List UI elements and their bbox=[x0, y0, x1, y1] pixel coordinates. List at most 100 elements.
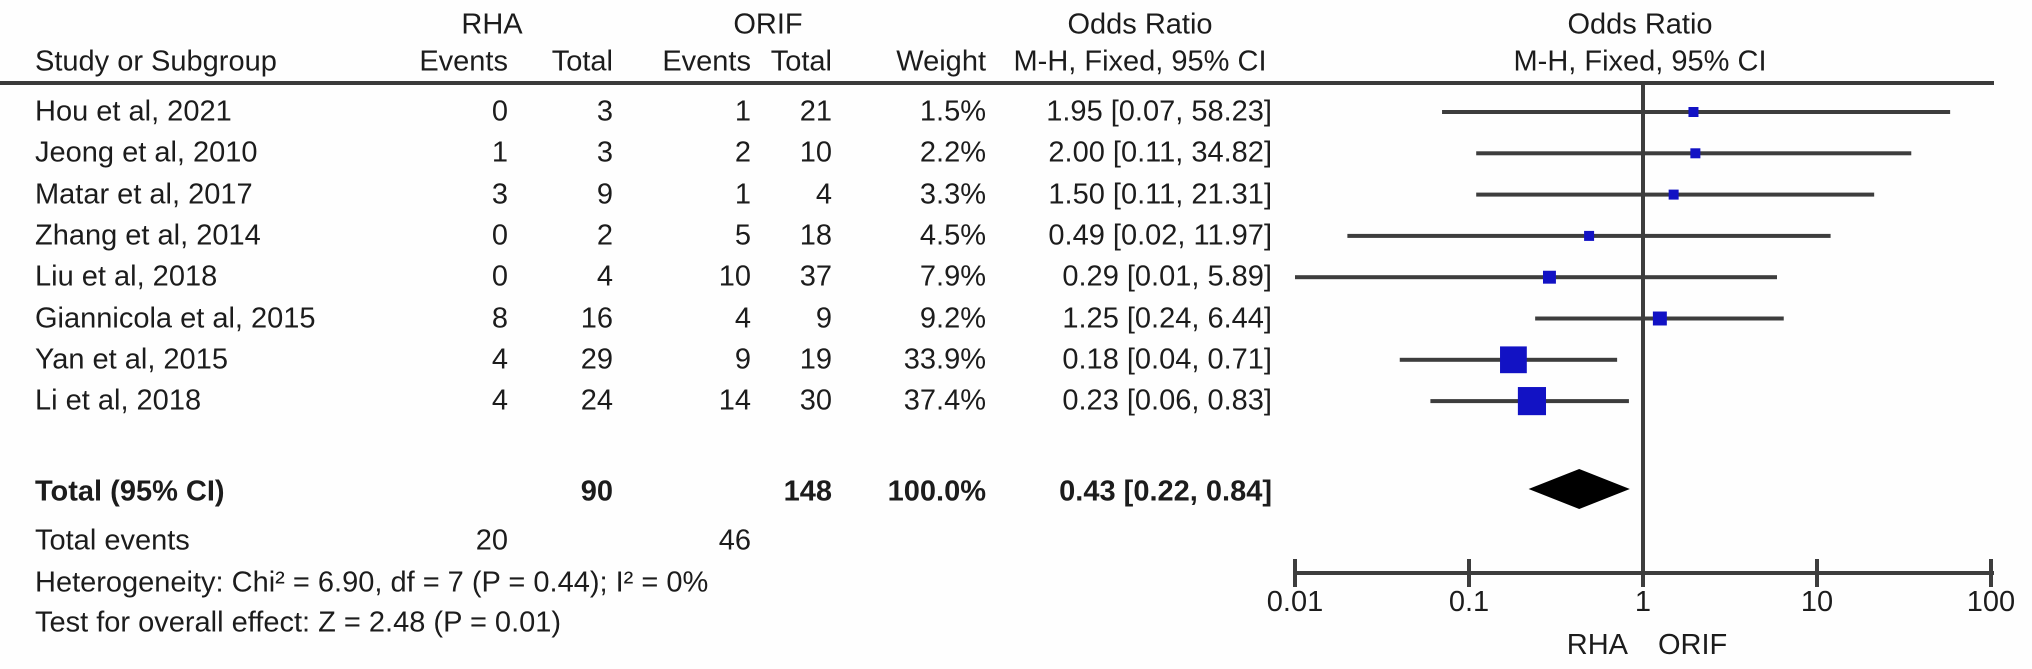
rha-total-cell: 2 bbox=[596, 219, 613, 252]
total-events-rha: 20 bbox=[475, 524, 508, 557]
orif-events-cell: 10 bbox=[718, 260, 751, 293]
total-rha-n: 90 bbox=[580, 475, 613, 508]
or-marker bbox=[1668, 189, 1679, 200]
total-weight: 100.0% bbox=[887, 475, 986, 508]
rha-events-cell: 0 bbox=[491, 260, 508, 293]
or-marker bbox=[1652, 311, 1667, 326]
total-or-ci: 0.43 [0.22, 0.84] bbox=[1059, 475, 1272, 508]
rha-total-header: Total bbox=[551, 45, 613, 78]
overall-effect-test: Test for overall effect: Z = 2.48 (P = 0… bbox=[35, 606, 562, 639]
orif-total-cell: 19 bbox=[799, 343, 832, 376]
or-marker bbox=[1584, 230, 1595, 241]
axis-tick bbox=[1293, 559, 1297, 587]
or-marker bbox=[1500, 346, 1527, 374]
or-ci-cell: 0.49 [0.02, 11.97] bbox=[1048, 219, 1272, 252]
orif-total-cell: 10 bbox=[799, 136, 832, 169]
axis-tick-label: 10 bbox=[1801, 586, 1833, 618]
total-events-orif: 46 bbox=[718, 524, 751, 557]
rha-events-cell: 3 bbox=[491, 178, 508, 211]
rha-events-cell: 8 bbox=[491, 302, 508, 334]
orif-events-cell: 1 bbox=[734, 178, 751, 211]
ci-line bbox=[1295, 275, 1777, 280]
orif-total-cell: 30 bbox=[799, 384, 832, 417]
axis-tick bbox=[1815, 559, 1819, 587]
favours-left-label: RHA bbox=[1567, 629, 1629, 661]
orif-events-cell: 5 bbox=[734, 219, 751, 252]
rha-total-cell: 3 bbox=[596, 136, 613, 169]
orif-events-cell: 4 bbox=[734, 302, 751, 334]
axis-tick bbox=[1641, 559, 1645, 587]
study-name-cell: Li et al, 2018 bbox=[35, 384, 202, 417]
rha-events-cell: 4 bbox=[491, 343, 508, 376]
study-name-cell: Matar et al, 2017 bbox=[35, 178, 253, 211]
weight-cell: 7.9% bbox=[919, 260, 986, 293]
or-marker bbox=[1688, 107, 1699, 117]
axis-tick bbox=[1989, 559, 1993, 587]
axis-tick-label: 1 bbox=[1635, 586, 1651, 618]
weight-cell: 9.2% bbox=[919, 302, 986, 334]
axis-tick-label: 0.1 bbox=[1449, 586, 1489, 618]
weight-cell: 4.5% bbox=[919, 219, 986, 252]
weight-column-header: Weight bbox=[896, 45, 986, 78]
study-name-cell: Giannicola et al, 2015 bbox=[35, 302, 316, 334]
rha-events-cell: 0 bbox=[491, 219, 508, 252]
or-ci-cell: 1.95 [0.07, 58.23] bbox=[1046, 95, 1272, 128]
rha-total-cell: 16 bbox=[580, 302, 613, 334]
favours-right-label: ORIF bbox=[1658, 629, 1727, 661]
rha-total-cell: 3 bbox=[596, 95, 613, 128]
orif-events-header: Events bbox=[662, 45, 751, 78]
axis-tick-label: 0.01 bbox=[1267, 586, 1323, 618]
orif-events-cell: 1 bbox=[734, 95, 751, 128]
orif-total-cell: 21 bbox=[799, 95, 832, 128]
or-ci-cell: 1.50 [0.11, 21.31] bbox=[1048, 178, 1272, 211]
orif-events-cell: 14 bbox=[718, 384, 751, 417]
rha-events-cell: 0 bbox=[491, 95, 508, 128]
rha-events-cell: 4 bbox=[491, 384, 508, 417]
or-marker bbox=[1517, 387, 1547, 416]
orif-total-cell: 18 bbox=[799, 219, 832, 252]
reference-line bbox=[1641, 85, 1645, 575]
total-orif-n: 148 bbox=[783, 475, 832, 508]
rha-total-cell: 9 bbox=[596, 178, 613, 211]
or-marker bbox=[1542, 270, 1556, 284]
or-ci-cell: 0.18 [0.04, 0.71] bbox=[1062, 343, 1272, 376]
total-label: Total (95% CI) bbox=[35, 475, 225, 508]
or-ci-cell: 2.00 [0.11, 34.82] bbox=[1048, 136, 1272, 169]
total-events-label: Total events bbox=[35, 524, 190, 557]
rha-total-cell: 24 bbox=[580, 384, 613, 417]
summary-diamond bbox=[1528, 469, 1630, 509]
weight-cell: 33.9% bbox=[903, 343, 986, 376]
plot-subtitle: M-H, Fixed, 95% CI bbox=[1513, 45, 1767, 78]
orif-total-cell: 37 bbox=[799, 260, 832, 293]
or-ci-cell: 1.25 [0.24, 6.44] bbox=[1062, 302, 1272, 334]
study-name-cell: Jeong et al, 2010 bbox=[35, 136, 258, 169]
weight-cell: 37.4% bbox=[903, 384, 986, 417]
rha-events-header: Events bbox=[419, 45, 508, 78]
group-orif-header: ORIF bbox=[733, 8, 803, 41]
rha-total-cell: 4 bbox=[596, 260, 613, 293]
or-ci-cell: 0.29 [0.01, 5.89] bbox=[1062, 260, 1272, 293]
or-marker bbox=[1690, 148, 1701, 159]
study-name-cell: Liu et al, 2018 bbox=[35, 260, 218, 293]
or-column-title: Odds Ratio bbox=[1067, 8, 1213, 41]
or-column-subtitle: M-H, Fixed, 95% CI bbox=[1013, 45, 1267, 78]
plot-title: Odds Ratio bbox=[1567, 8, 1713, 41]
weight-cell: 3.3% bbox=[919, 178, 986, 211]
weight-cell: 1.5% bbox=[919, 95, 986, 128]
study-name-cell: Yan et al, 2015 bbox=[35, 343, 228, 376]
study-name-cell: Zhang et al, 2014 bbox=[35, 219, 261, 252]
header-rule bbox=[0, 81, 1994, 85]
study-name-cell: Hou et al, 2021 bbox=[35, 95, 232, 128]
rha-events-cell: 1 bbox=[491, 136, 508, 169]
weight-cell: 2.2% bbox=[919, 136, 986, 169]
axis-tick bbox=[1467, 559, 1471, 587]
axis-tick-label: 100 bbox=[1967, 586, 2015, 618]
rha-total-cell: 29 bbox=[580, 343, 613, 376]
orif-total-header: Total bbox=[770, 45, 832, 78]
orif-total-cell: 9 bbox=[815, 302, 832, 334]
heterogeneity-stats: Heterogeneity: Chi² = 6.90, df = 7 (P = … bbox=[35, 566, 709, 599]
orif-events-cell: 2 bbox=[734, 136, 751, 169]
group-rha-header: RHA bbox=[461, 8, 523, 41]
